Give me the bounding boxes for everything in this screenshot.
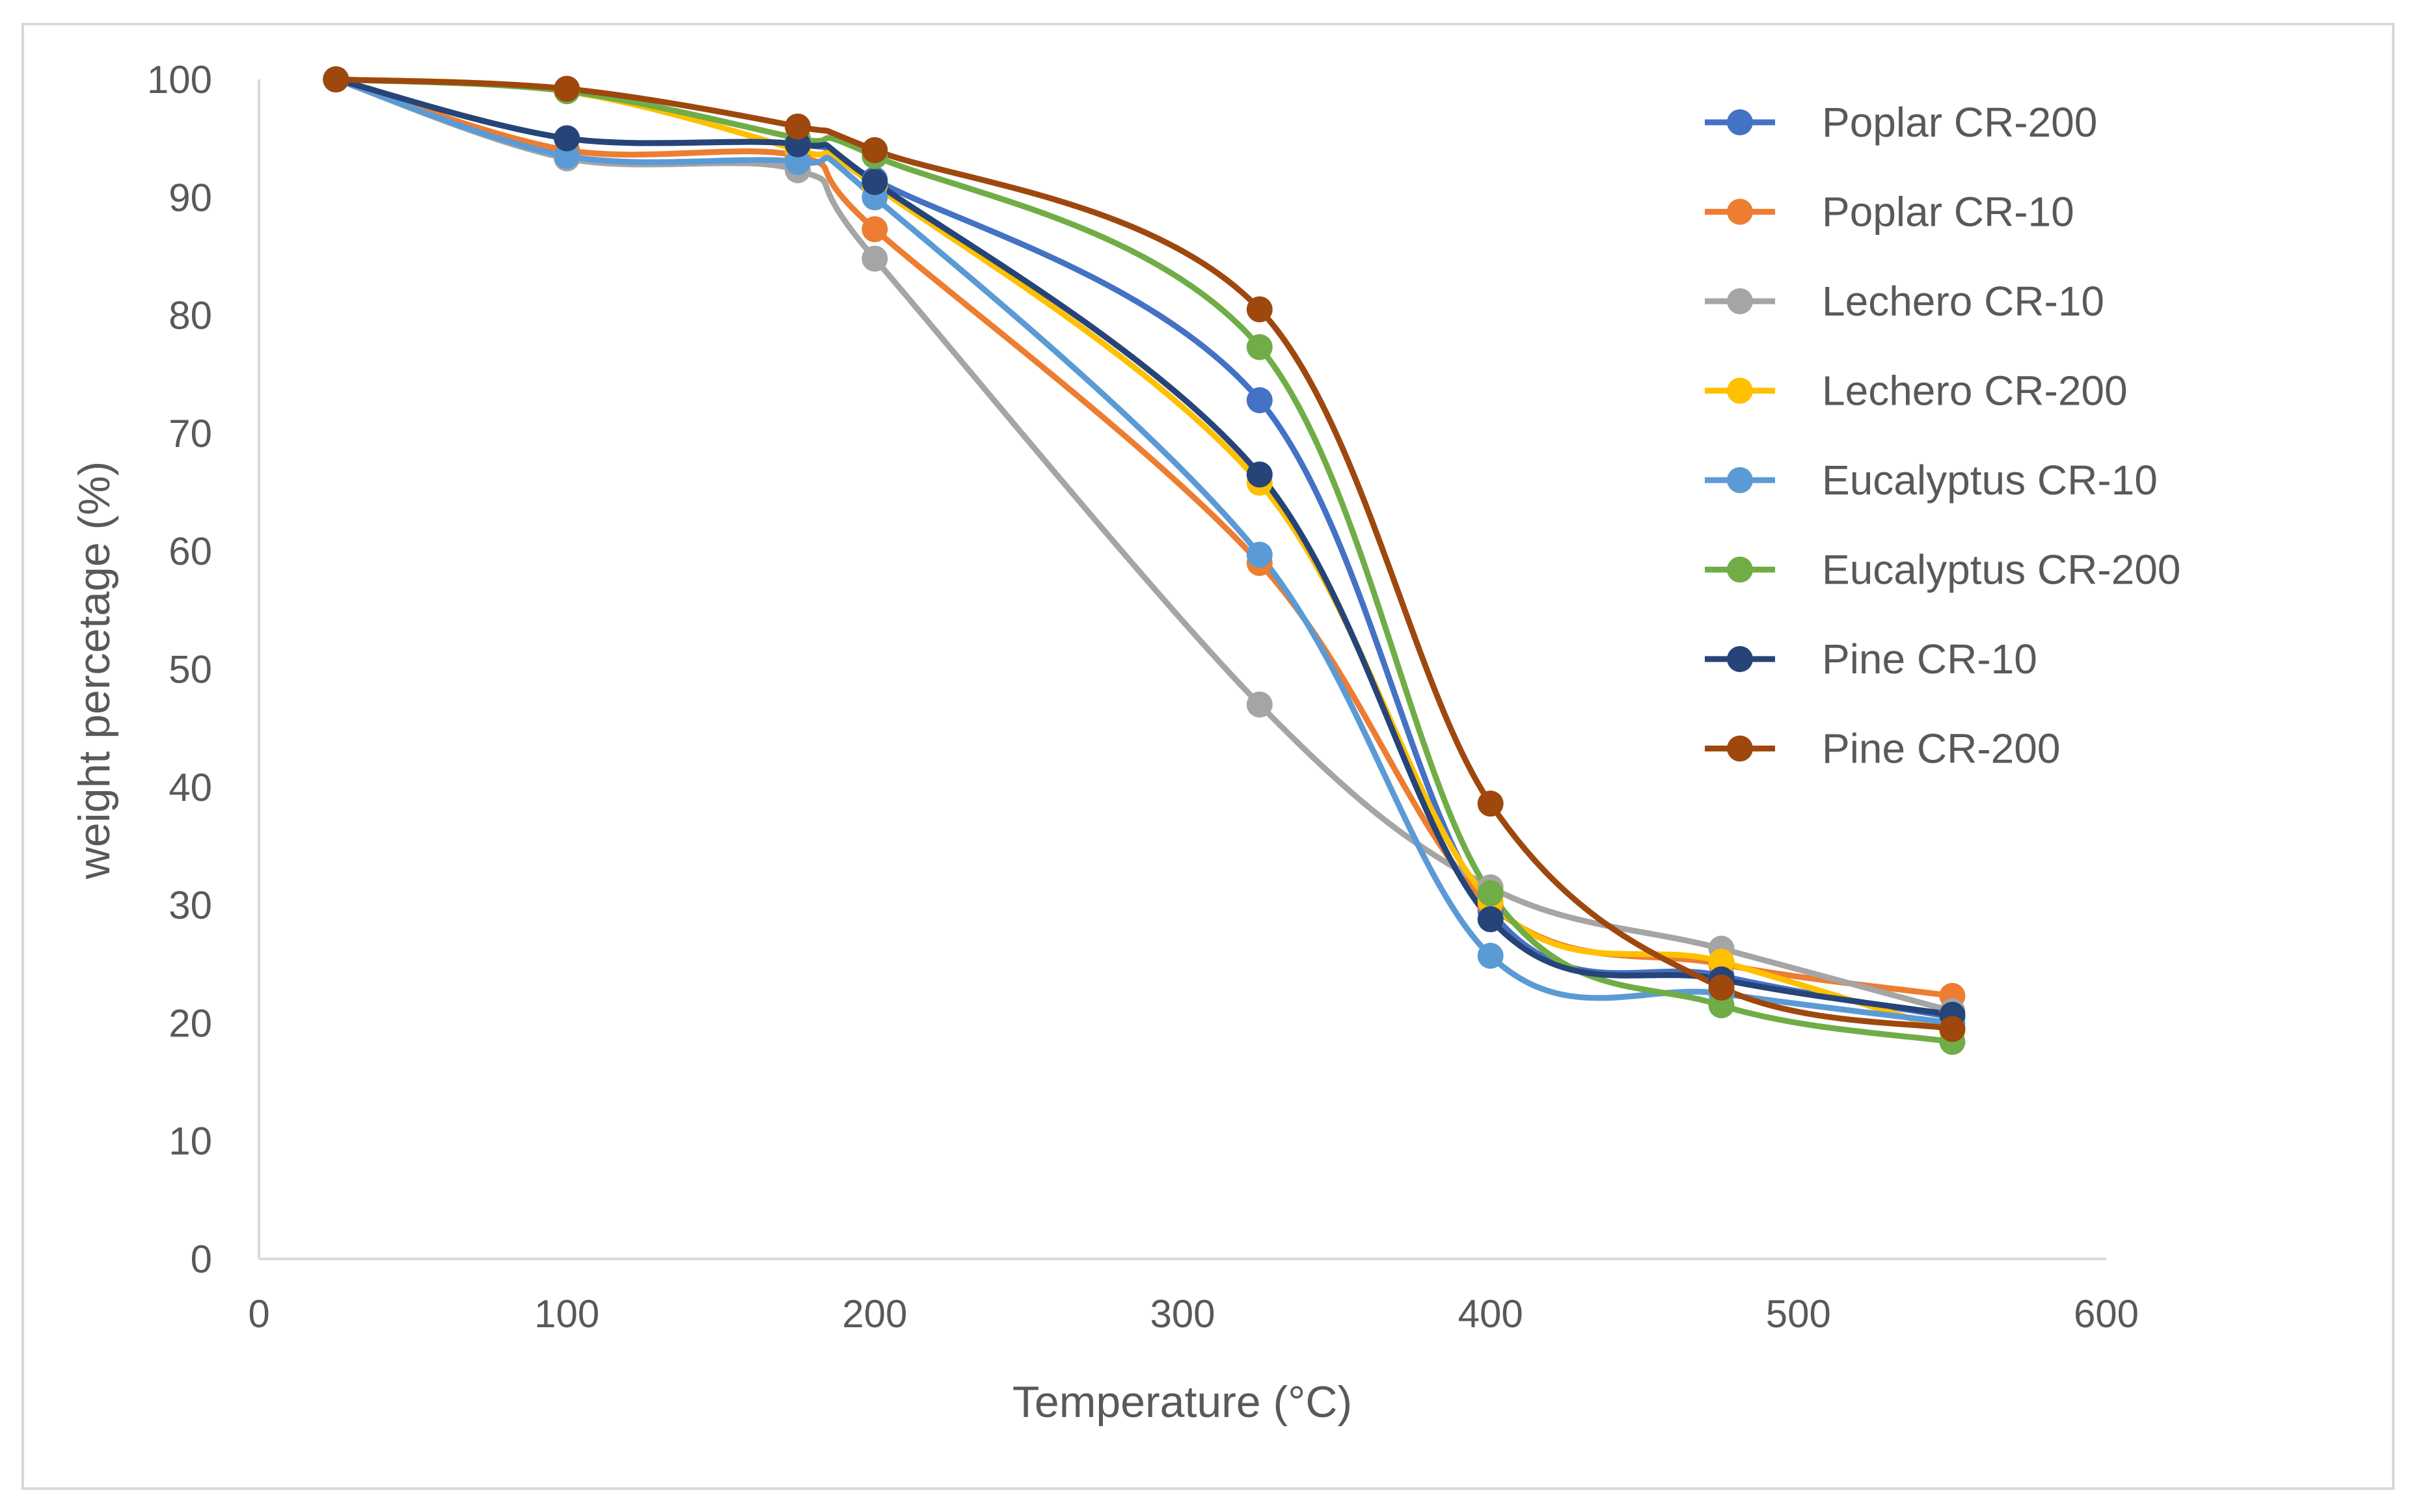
series-line-2 bbox=[333, 76, 1955, 1014]
legend-label: Pine CR-10 bbox=[1822, 636, 2037, 682]
data-point bbox=[1246, 691, 1273, 718]
legend-marker bbox=[1727, 377, 1753, 404]
data-point bbox=[862, 169, 888, 195]
legend-marker bbox=[1727, 467, 1753, 493]
legend-label: Lechero CR-10 bbox=[1822, 278, 2104, 325]
data-point bbox=[1246, 296, 1273, 323]
y-tick-label: 0 bbox=[191, 1237, 212, 1281]
legend-marker bbox=[1727, 646, 1753, 672]
y-axis-title: weight percetage (%) bbox=[70, 461, 119, 880]
data-point bbox=[1246, 334, 1273, 360]
series-line-5 bbox=[333, 76, 1955, 1045]
series-lines bbox=[333, 76, 1955, 1045]
data-point bbox=[1246, 387, 1273, 414]
series-markers bbox=[323, 66, 1966, 1055]
y-tick-label: 70 bbox=[169, 412, 212, 455]
data-point bbox=[1477, 943, 1504, 969]
data-point bbox=[785, 113, 811, 140]
data-point bbox=[1477, 906, 1504, 932]
x-axis-title: Temperature (°C) bbox=[1012, 1377, 1352, 1427]
x-tick-label: 100 bbox=[534, 1292, 599, 1336]
y-tick-label: 100 bbox=[147, 58, 212, 101]
data-point bbox=[1477, 880, 1504, 906]
data-point bbox=[862, 245, 888, 272]
legend-label: Pine CR-200 bbox=[1822, 725, 2060, 772]
legend-label: Poplar CR-10 bbox=[1822, 189, 2074, 236]
legend-marker bbox=[1727, 109, 1753, 135]
x-tick-label: 500 bbox=[1766, 1292, 1831, 1336]
y-tick-label: 90 bbox=[169, 176, 212, 219]
legend-item: Eucalyptus CR-200 bbox=[1705, 547, 2180, 593]
data-point bbox=[323, 66, 349, 92]
y-tick-label: 30 bbox=[169, 884, 212, 927]
x-tick-label: 0 bbox=[248, 1292, 269, 1336]
data-point bbox=[1477, 790, 1504, 817]
y-tick-labels: 0 10 20 30 40 50 60 70 80 90 100 bbox=[147, 58, 212, 1281]
x-tick-labels: 0 100 200 300 400 500 600 bbox=[248, 1292, 2139, 1336]
legend-item: Lechero CR-200 bbox=[1705, 368, 2128, 414]
series-line-3 bbox=[333, 76, 1955, 1034]
x-tick-label: 300 bbox=[1150, 1292, 1215, 1336]
y-tick-label: 20 bbox=[169, 1001, 212, 1045]
axes bbox=[258, 79, 2106, 1260]
x-tick-label: 600 bbox=[2074, 1292, 2139, 1336]
legend-label: Eucalyptus CR-10 bbox=[1822, 457, 2158, 504]
legend-item: Eucalyptus CR-10 bbox=[1705, 457, 2158, 504]
data-point bbox=[554, 125, 580, 152]
series-line-1 bbox=[333, 76, 1955, 999]
data-point bbox=[1246, 541, 1273, 568]
data-point bbox=[1246, 461, 1273, 488]
y-tick-label: 80 bbox=[169, 294, 212, 338]
x-tick-label: 200 bbox=[842, 1292, 907, 1336]
series-line-4 bbox=[333, 76, 1955, 1026]
legend: Poplar CR-200 Poplar CR-10 Lechero CR-10 Le… bbox=[1705, 99, 2180, 772]
legend-item: Poplar CR-200 bbox=[1705, 99, 2097, 146]
series-line-6 bbox=[333, 76, 1955, 1018]
data-point bbox=[1708, 975, 1735, 1001]
y-tick-label: 60 bbox=[169, 530, 212, 573]
legend-item: Pine CR-10 bbox=[1705, 636, 2037, 682]
legend-marker bbox=[1727, 735, 1753, 762]
legend-item: Poplar CR-10 bbox=[1705, 189, 2074, 236]
legend-label: Lechero CR-200 bbox=[1822, 368, 2128, 414]
y-tick-label: 40 bbox=[169, 766, 212, 809]
legend-label: Poplar CR-200 bbox=[1822, 99, 2097, 146]
y-tick-label: 10 bbox=[169, 1120, 212, 1163]
data-point bbox=[862, 216, 888, 243]
series-line-0 bbox=[333, 76, 1955, 1020]
series-line-7 bbox=[333, 76, 1955, 1032]
data-point bbox=[862, 137, 888, 163]
data-point bbox=[554, 75, 580, 102]
legend-marker bbox=[1727, 288, 1753, 314]
legend-label: Eucalyptus CR-200 bbox=[1822, 547, 2180, 593]
legend-item: Pine CR-200 bbox=[1705, 725, 2060, 772]
legend-item: Lechero CR-10 bbox=[1705, 278, 2104, 325]
data-point bbox=[1939, 1016, 1966, 1042]
legend-marker bbox=[1727, 556, 1753, 583]
legend-marker bbox=[1727, 198, 1753, 225]
x-tick-label: 400 bbox=[1458, 1292, 1523, 1336]
y-tick-label: 50 bbox=[169, 648, 212, 692]
